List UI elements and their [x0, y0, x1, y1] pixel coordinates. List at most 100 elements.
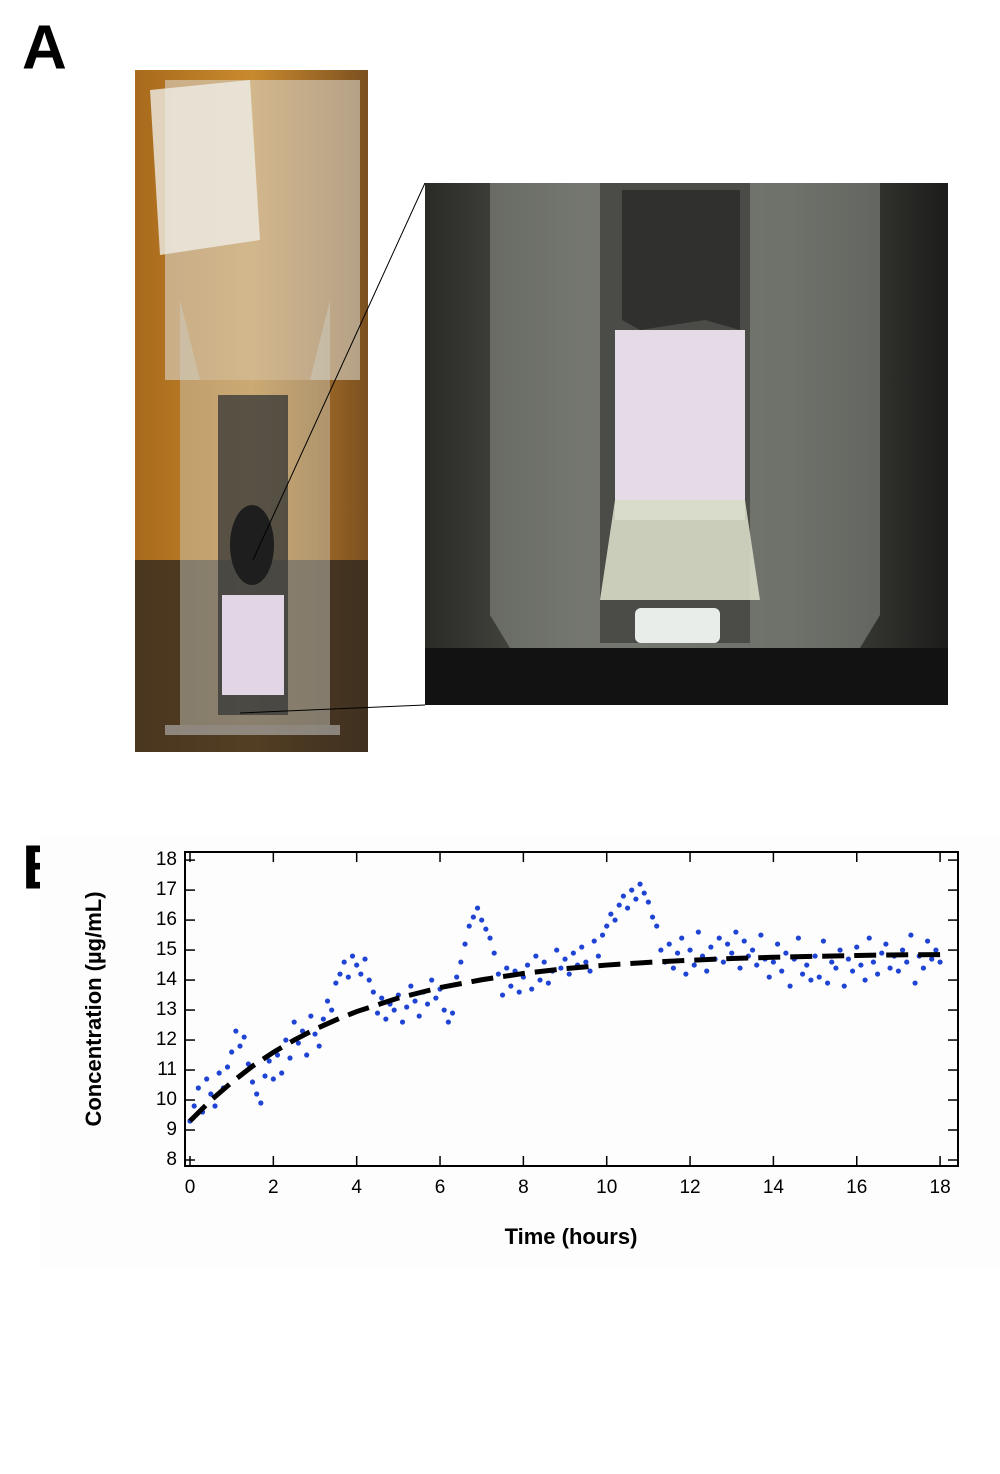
data-point [824, 980, 831, 986]
data-point [274, 1052, 281, 1058]
zoom-line [239, 704, 426, 714]
data-point [524, 962, 531, 968]
plot-frame [184, 851, 959, 1167]
data-point [329, 1007, 335, 1013]
data-point [462, 941, 468, 947]
data-point [504, 965, 510, 971]
data-point [558, 965, 564, 971]
data-point [633, 896, 639, 902]
data-point [458, 959, 464, 965]
data-point [283, 1037, 289, 1043]
data-point [591, 938, 597, 944]
data-point [229, 1049, 235, 1055]
data-point [587, 968, 593, 974]
data-point [287, 1055, 293, 1061]
data-point [508, 983, 514, 989]
data-point [379, 995, 385, 1001]
data-point [687, 947, 693, 953]
x-tick-label: 18 [930, 1177, 951, 1198]
data-point [716, 935, 722, 941]
data-point [708, 944, 714, 950]
data-point [262, 1073, 268, 1079]
data-point [720, 959, 726, 965]
data-point [820, 938, 827, 944]
plot-area: 0 2 4 6 8 10 12 14 16 18 8 9 10 11 12 13 14 15 16 17 18 [156, 849, 958, 1198]
x-tick-label: 2 [268, 1177, 279, 1198]
data-point [366, 977, 372, 983]
data-point [454, 974, 460, 980]
data-point [195, 1085, 201, 1091]
data-point [412, 998, 418, 1004]
data-point [683, 971, 689, 977]
data-point [629, 887, 635, 893]
data-point [354, 962, 360, 968]
x-tick-label: 6 [435, 1177, 446, 1198]
data-point [345, 974, 351, 980]
data-point [795, 935, 801, 941]
data-point [904, 959, 910, 965]
data-point [308, 1013, 314, 1019]
data-point [862, 977, 868, 983]
data-point [620, 893, 626, 899]
data-point [429, 977, 435, 983]
data-point [912, 980, 918, 986]
data-point [212, 1103, 218, 1109]
data-point [658, 947, 664, 953]
data-point [295, 1040, 301, 1046]
y-tick-label: 13 [156, 999, 177, 1020]
x-tick-label: 4 [351, 1177, 362, 1198]
data-point [370, 989, 376, 995]
data-point [358, 971, 364, 977]
data-point [337, 971, 343, 977]
data-point [624, 905, 631, 911]
data-point [866, 935, 872, 941]
data-point [729, 950, 735, 956]
data-point [887, 965, 893, 971]
data-point [408, 983, 414, 989]
y-tick-label: 18 [156, 849, 177, 870]
data-point [766, 974, 772, 980]
data-point [774, 941, 781, 947]
y-axis-title: Concentration (µg/mL) [81, 891, 106, 1126]
data-point [466, 923, 472, 929]
data-point [841, 983, 847, 989]
data-point [849, 968, 856, 974]
data-point [937, 959, 943, 965]
y-tick-label: 9 [166, 1119, 177, 1140]
data-point [254, 1091, 260, 1097]
data-point [562, 956, 568, 962]
data-point [312, 1031, 318, 1037]
data-point [754, 962, 760, 968]
x-tick-label: 8 [518, 1177, 529, 1198]
data-point [833, 965, 839, 971]
data-point [695, 929, 701, 935]
data-point [204, 1076, 210, 1082]
data-point [845, 956, 852, 962]
data-point [266, 1058, 272, 1064]
data-point [879, 950, 885, 956]
data-point [595, 953, 601, 959]
data-point [499, 992, 506, 998]
panel-label: A [22, 13, 67, 82]
y-tick-label: 14 [156, 969, 178, 990]
data-point [570, 950, 576, 956]
data-point [208, 1091, 214, 1097]
data-point [616, 902, 622, 908]
data-point [637, 881, 643, 887]
data-point [608, 911, 614, 917]
data-point [783, 950, 789, 956]
data-point [670, 965, 676, 971]
data-point [749, 947, 756, 953]
data-point [758, 932, 764, 938]
data-point [770, 959, 776, 965]
data-point [599, 932, 606, 938]
data-point [691, 962, 697, 968]
data-point [516, 989, 522, 995]
fit-curve [188, 952, 941, 1123]
data-point [858, 962, 864, 968]
data-point [804, 962, 810, 968]
data-point [679, 935, 685, 941]
data-point [854, 944, 860, 950]
data-point [674, 950, 681, 956]
